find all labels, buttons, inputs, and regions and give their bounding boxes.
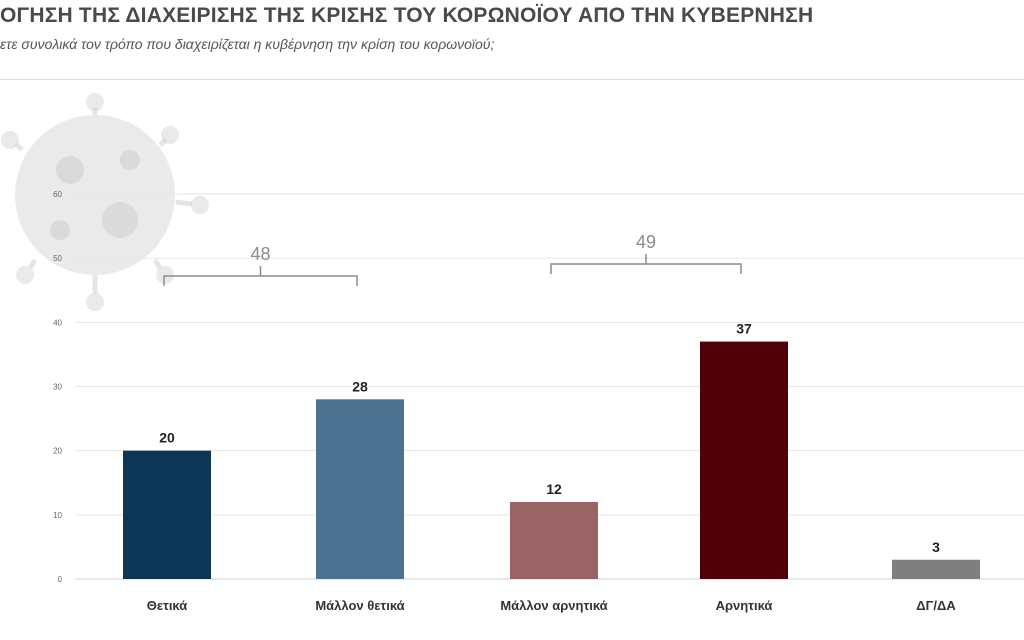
data-label: 37	[736, 321, 752, 337]
bar	[123, 450, 211, 579]
group-total-label: 49	[636, 232, 656, 252]
group-brackets: 48 49	[163, 232, 742, 286]
group-bracket	[163, 266, 358, 286]
x-tick-label: Μάλλον αρνητικά	[500, 598, 607, 613]
y-tick-label: 50	[53, 254, 62, 263]
data-label: 20	[159, 430, 175, 446]
chart-title: ΟΓΗΣΗ ΤΗΣ ΔΙΑΧΕΙΡΙΣΗΣ ΤΗΣ ΚΡΙΣΗΣ ΤΟΥ ΚΟΡ…	[0, 4, 814, 27]
y-tick-label: 20	[53, 447, 62, 456]
x-tick-label: ΔΓ/ΔΑ	[916, 598, 956, 613]
group-total-label: 48	[250, 244, 270, 264]
bar	[700, 341, 788, 579]
coronavirus-icon	[0, 80, 240, 325]
bar	[316, 399, 404, 579]
y-axis-ticks: 0 10 20 30 40 50 60	[53, 190, 62, 584]
data-labels: 20 28 12 37 3	[159, 321, 940, 555]
group-bracket	[550, 254, 742, 274]
x-axis-ticks: Θετικά Μάλλον θετικά Μάλλον αρνητικά Αρνητι…	[147, 598, 957, 613]
y-tick-label: 10	[53, 511, 62, 520]
x-tick-label: Θετικά	[147, 598, 188, 613]
data-label: 28	[352, 378, 368, 394]
y-tick-label: 40	[53, 318, 62, 327]
data-label: 12	[546, 481, 562, 497]
chart-subtitle: ετε συνολικά τον τρόπο που διαχειρίζεται…	[0, 36, 495, 52]
bar	[892, 559, 980, 579]
x-tick-label: Μάλλον θετικά	[315, 598, 404, 613]
x-tick-label: Αρνητικά	[716, 598, 773, 613]
data-label: 3	[932, 539, 940, 555]
y-tick-label: 60	[53, 190, 62, 199]
bar	[510, 502, 598, 579]
y-tick-label: 30	[53, 383, 62, 392]
title-divider	[0, 79, 1024, 80]
bars	[123, 341, 980, 579]
y-tick-label: 0	[58, 575, 63, 584]
